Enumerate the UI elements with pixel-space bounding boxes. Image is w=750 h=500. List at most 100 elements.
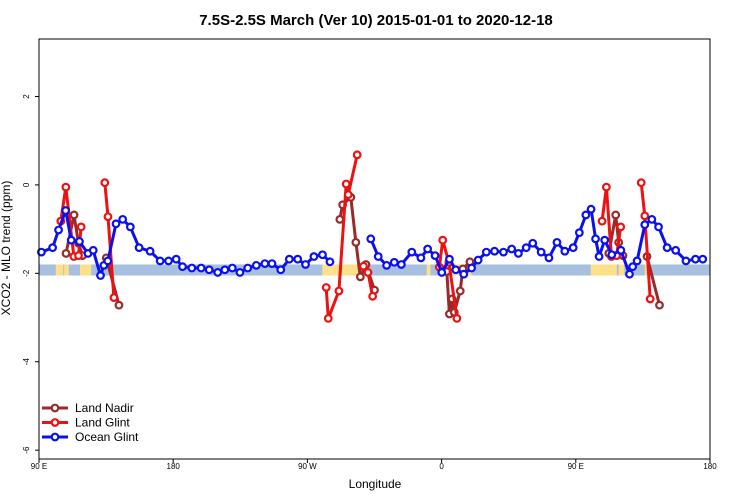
data-point [654, 222, 663, 232]
data-point [536, 247, 546, 257]
legend-item: Land Nadir [42, 401, 134, 415]
data-point [100, 178, 110, 188]
data-point [267, 259, 277, 268]
data-point [611, 210, 621, 220]
data-point [171, 254, 181, 264]
data-point [430, 251, 440, 261]
data-point [396, 260, 406, 269]
data-point [196, 263, 206, 273]
band-land-7 [618, 264, 625, 276]
data-point [616, 222, 626, 232]
data-point [467, 263, 477, 273]
series-ocean-glint [37, 204, 708, 280]
legend-label: Land Glint [75, 416, 130, 430]
data-point [662, 243, 672, 253]
data-point [691, 254, 700, 264]
reference-band [39, 264, 710, 276]
data-point [368, 291, 378, 301]
data-point [671, 245, 681, 255]
y-tick-label: -6 [22, 446, 31, 454]
data-point [628, 262, 638, 272]
legend-item: Land Glint [42, 416, 130, 430]
data-point [111, 219, 121, 229]
data-point [351, 237, 361, 247]
y-axis-label: XCO2 - MLO trend (ppm) [0, 181, 13, 316]
data-point [323, 314, 333, 323]
data-point [276, 265, 286, 275]
data-point [37, 247, 46, 257]
data-point [601, 182, 611, 192]
data-point [445, 254, 454, 264]
data-point [455, 286, 465, 296]
data-point [134, 243, 144, 253]
data-point [581, 210, 591, 220]
data-point [187, 263, 197, 273]
data-point [74, 251, 83, 261]
data-point [591, 234, 600, 244]
x-tick-label: 90 E [568, 462, 584, 471]
data-point [544, 253, 554, 263]
data-point [507, 244, 517, 254]
data-point [586, 204, 596, 214]
data-point [521, 243, 531, 253]
data-point [423, 244, 433, 254]
data-point [54, 225, 63, 235]
data-point [359, 261, 368, 271]
data-point [343, 190, 353, 200]
data-point [366, 234, 376, 244]
data-point [382, 260, 392, 270]
y-axis: 2 0 -2 -4 -6 [22, 94, 39, 454]
data-point [61, 182, 71, 192]
series-line [324, 154, 359, 320]
data-point [125, 222, 135, 232]
data-point [452, 314, 462, 323]
data-point [204, 265, 214, 275]
data-point [597, 216, 607, 226]
legend-label: Ocean Glint [75, 430, 139, 444]
data-point [69, 210, 79, 220]
data-point [437, 268, 447, 277]
data-point [334, 286, 344, 296]
x-tick-label: 90 E [31, 462, 47, 471]
data-point [616, 245, 626, 255]
data-point [341, 179, 351, 189]
band-ocean [39, 264, 710, 276]
y-tick-label: -4 [22, 358, 31, 366]
data-point [407, 247, 417, 257]
data-point [640, 211, 650, 221]
band-land-6 [590, 264, 617, 276]
data-point [75, 237, 84, 246]
data-point [164, 256, 173, 266]
band-land-4 [426, 264, 431, 276]
data-point [363, 268, 373, 277]
band-land-2 [80, 264, 92, 276]
data-point [607, 250, 617, 260]
data-point [640, 220, 650, 230]
y-tick-label: 0 [22, 182, 31, 187]
data-point [61, 206, 71, 215]
legend-marker [50, 418, 60, 427]
data-point [293, 254, 303, 264]
data-point [325, 257, 335, 267]
data-point [284, 254, 294, 264]
legend-item: Ocean Glint [42, 430, 139, 444]
x-tick-label: 180 [167, 462, 181, 471]
data-point [568, 243, 578, 253]
data-point [61, 249, 71, 258]
data-point [118, 214, 128, 224]
data-point [213, 268, 223, 277]
data-point [528, 238, 538, 248]
data-point [145, 246, 155, 256]
data-point [66, 235, 76, 245]
band-land-1 [64, 264, 69, 276]
data-point [76, 222, 86, 232]
data-point [103, 212, 113, 222]
data-point [632, 256, 642, 266]
data-point [451, 265, 461, 275]
plot-frame [38, 38, 711, 460]
data-point [318, 250, 327, 260]
data-point [481, 247, 491, 257]
data-point [155, 256, 165, 266]
